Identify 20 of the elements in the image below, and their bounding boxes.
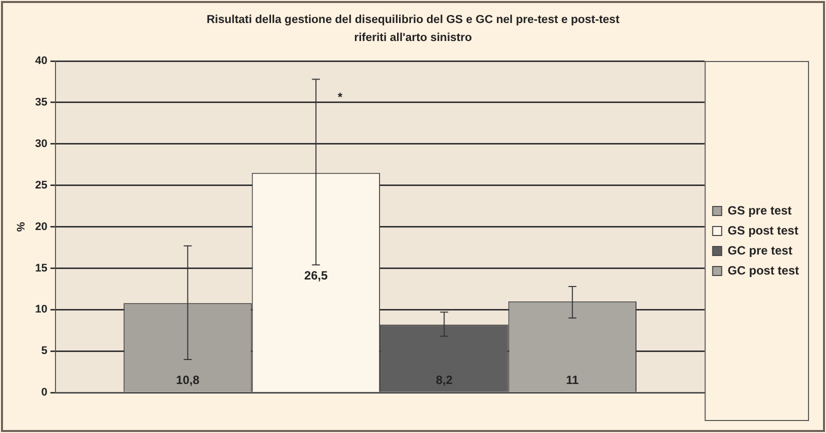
legend-label: GC post test (728, 263, 800, 278)
y-tick-label: 25 (35, 179, 48, 192)
data-label: 26,5 (304, 268, 328, 282)
y-tick-label: 5 (41, 345, 48, 358)
legend-label: GS post test (728, 223, 798, 238)
data-label: 8,2 (436, 372, 453, 387)
legend-label: GC pre test (728, 243, 792, 258)
y-tick-label: 0 (41, 386, 48, 399)
data-label: 10,8 (176, 372, 200, 387)
legend-label: GS pre test (728, 203, 792, 218)
y-axis-title: % (16, 222, 28, 232)
chart-title: Risultati della gestione del disequilibrio del GS e GC nel pre-test e post-test riferiti all'arto sinistro (206, 13, 620, 46)
y-tick-label: 20 (35, 220, 48, 233)
y-tick-label: 40 (35, 55, 48, 68)
annotation: * (338, 90, 343, 104)
y-tick-label: 30 (35, 138, 48, 150)
y-tick-label: 10 (35, 304, 48, 316)
y-tick-label: 15 (35, 262, 48, 274)
data-label: 11 (566, 372, 580, 387)
y-tick-label: 35 (35, 96, 48, 108)
